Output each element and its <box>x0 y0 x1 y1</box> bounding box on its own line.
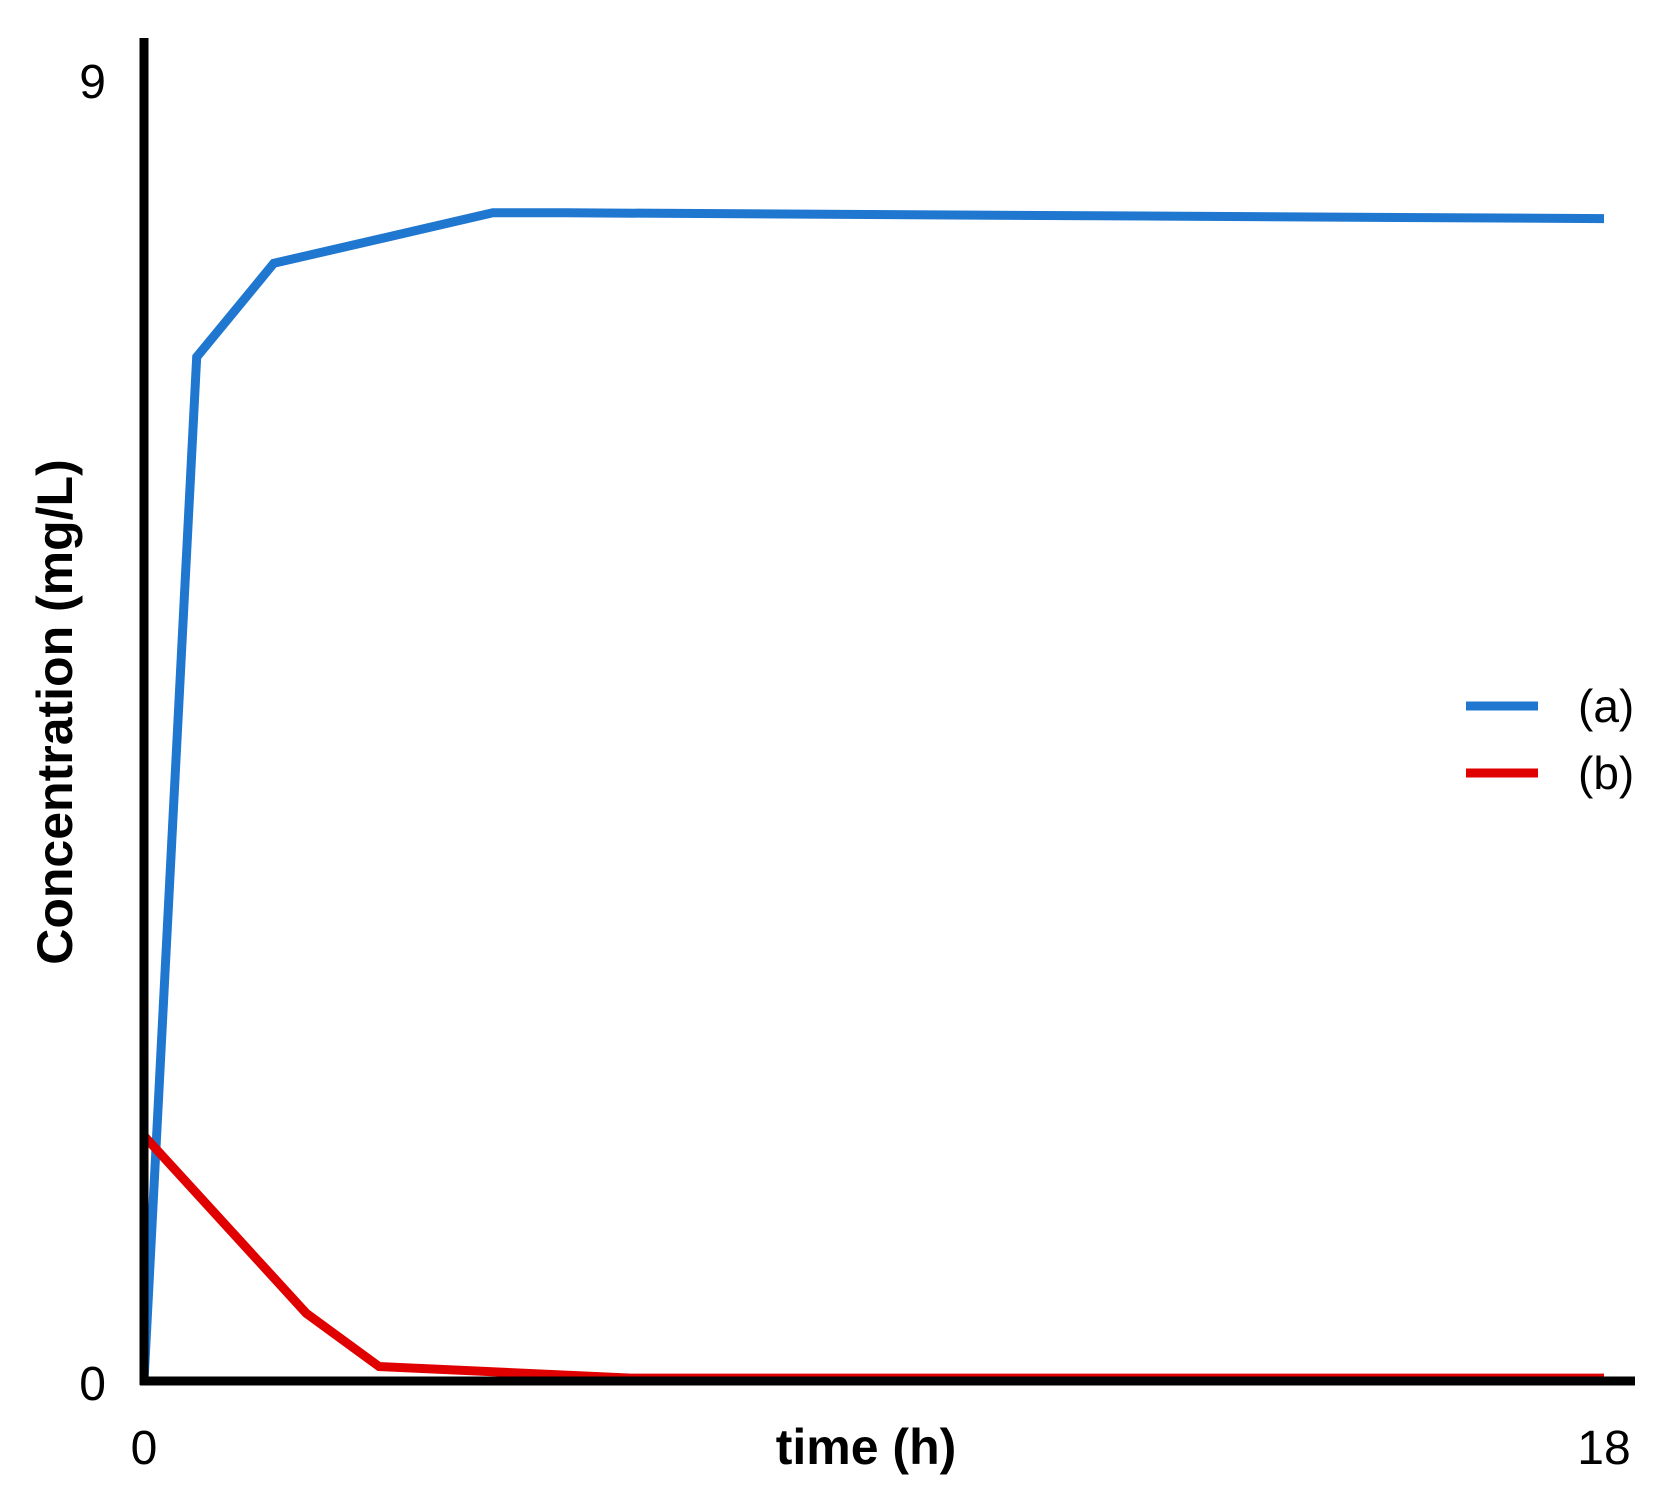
series-line-a <box>139 208 1605 1382</box>
x-tick-label-max: 18 <box>1577 1422 1630 1475</box>
series-layer <box>139 208 1605 1383</box>
y-tick-label-min: 0 <box>79 1358 106 1411</box>
legend-label-a: (a) <box>1578 680 1634 732</box>
x-axis-title: time (h) <box>776 1419 957 1475</box>
series-line-b <box>140 1132 1604 1383</box>
y-tick-label-max: 9 <box>79 56 106 109</box>
x-tick-label-min: 0 <box>131 1422 158 1475</box>
legend: (a) (b) <box>1466 680 1634 799</box>
legend-label-b: (b) <box>1578 747 1634 799</box>
y-axis-title: Concentration (mg/L) <box>27 459 83 965</box>
